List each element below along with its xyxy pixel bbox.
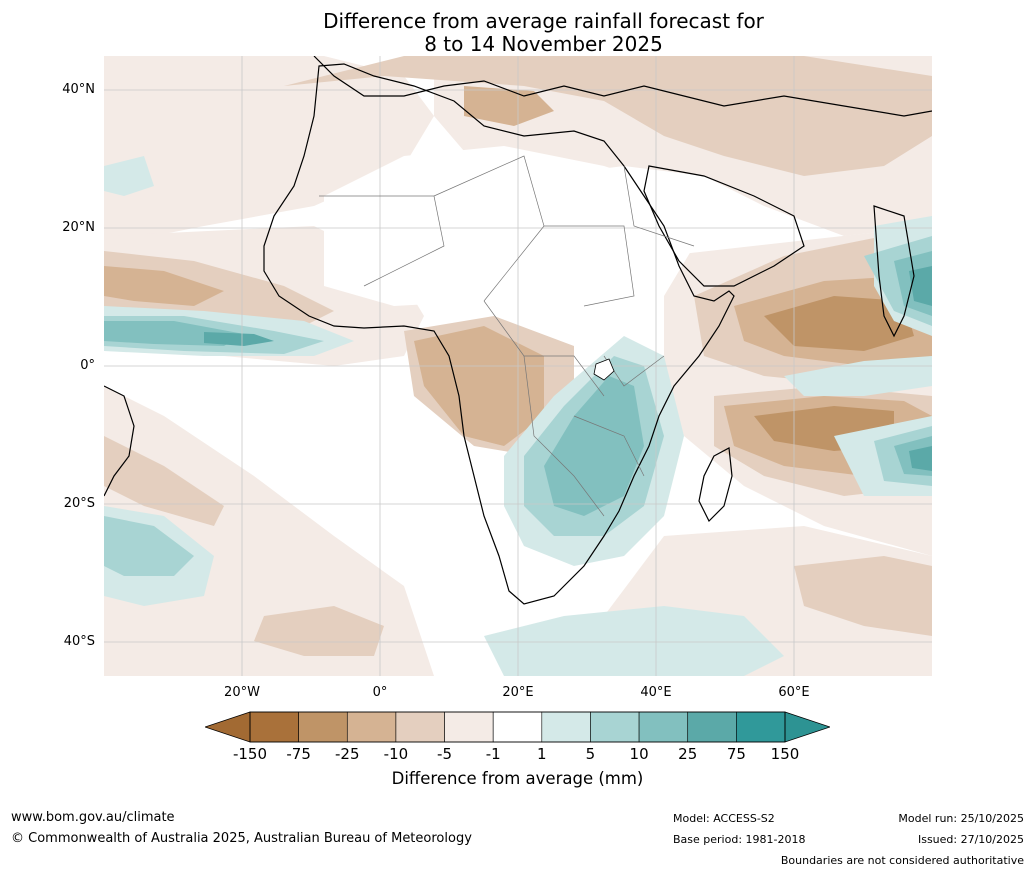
lat-label-40s: 40°S xyxy=(63,634,95,649)
colorbar-segment xyxy=(298,711,348,743)
map-title-line1: Difference from average rainfall forecas… xyxy=(323,9,764,33)
wet-peak-indian-20s xyxy=(909,446,932,471)
lat-label-20s: 20°S xyxy=(63,496,95,511)
colorbar-segment xyxy=(249,711,299,743)
colorbar-segment xyxy=(346,711,397,743)
dry-zone-south-indian-35s xyxy=(794,556,932,636)
dry-zone-med xyxy=(284,56,932,176)
footer-model: Model: ACCESS-S2 xyxy=(673,812,775,825)
colorbar-extend-high xyxy=(784,711,830,743)
wet-peak-gulf-guinea xyxy=(204,332,274,346)
colorbar-segment xyxy=(444,711,494,743)
graticule xyxy=(104,56,932,676)
wet-peak-indian-east xyxy=(909,266,932,306)
footer-model-run: Model run: 25/10/2025 xyxy=(898,812,1024,825)
rainfall-anomaly-map xyxy=(104,56,932,676)
colorbar-segment xyxy=(736,711,786,743)
wet-zone-south-45s xyxy=(484,606,784,676)
coastlines xyxy=(104,56,932,605)
colorbar-tick-label: 150 xyxy=(770,745,800,763)
footer-disclaimer: Boundaries are not considered authoritat… xyxy=(780,854,1024,867)
colorbar-frame xyxy=(249,711,786,743)
colorbar-extend-low xyxy=(205,711,251,743)
dry-core-med xyxy=(464,86,554,126)
colorbar-tick-label: -150 xyxy=(232,745,268,763)
arabia-coastline xyxy=(643,165,805,287)
colorbar-tick-label: -25 xyxy=(335,745,360,763)
europe-coastline xyxy=(313,56,932,117)
lon-label-60e: 60°E xyxy=(778,685,810,700)
colorbar-segment xyxy=(687,711,737,743)
wet-zone-north-atlantic xyxy=(104,156,154,196)
india-coastline xyxy=(873,205,915,338)
dry-zone-south-atlantic-20s xyxy=(104,436,224,526)
colorbar-tick-label: -5 xyxy=(437,745,453,763)
colorbar-tick-label: -1 xyxy=(485,745,501,763)
madagascar-coastline xyxy=(698,447,733,523)
footer-website[interactable]: www.bom.gov.au/climate xyxy=(11,810,175,825)
dry-core-atlantic xyxy=(104,266,224,306)
anomaly-shading xyxy=(104,56,932,676)
wet-core-south-east-africa xyxy=(544,376,644,516)
colorbar-label: Difference from average (mm) xyxy=(391,769,644,788)
map-title-line2: 8 to 14 November 2025 xyxy=(424,32,663,56)
colorbar xyxy=(205,711,830,743)
footer-copyright: © Commonwealth of Australia 2025, Austra… xyxy=(11,831,472,846)
colorbar-tick-label: 75 xyxy=(726,745,746,763)
colorbar-tick-label: 25 xyxy=(678,745,698,763)
footer-base-period: Base period: 1981-2018 xyxy=(673,833,806,846)
colorbar-tick-label: 1 xyxy=(537,745,547,763)
country-borders xyxy=(319,155,695,517)
colorbar-tick-label: 5 xyxy=(585,745,596,763)
lon-label-40e: 40°E xyxy=(640,685,672,700)
dry-zone-north-atlantic xyxy=(104,56,434,246)
africa-coastline xyxy=(263,63,735,605)
colorbar-tick-label: -75 xyxy=(286,745,311,763)
colorbar-tick-label: -10 xyxy=(383,745,409,763)
lake-victoria xyxy=(593,358,615,381)
colorbar-segment xyxy=(541,711,591,743)
dry-zone-atlantic-10n xyxy=(104,251,334,326)
dry-core-congo xyxy=(414,326,544,446)
colorbar-tick-label: 10 xyxy=(629,745,649,763)
dry-zone-south-atlantic-40s xyxy=(254,606,384,656)
wet-mid-south-atlantic xyxy=(104,516,194,576)
south-america-coastline xyxy=(104,385,135,497)
dry-peak-arabian-sea xyxy=(764,296,914,351)
footer-issued: Issued: 27/10/2025 xyxy=(917,833,1024,846)
lon-label-0: 0° xyxy=(372,685,388,700)
dry-zone-south-atlantic xyxy=(104,386,434,676)
sahara-neutral xyxy=(324,146,694,306)
colorbar-segment xyxy=(395,711,445,743)
colorbar-segment xyxy=(492,711,543,743)
lon-label-20w: 20°W xyxy=(224,685,260,700)
colorbar-segment xyxy=(590,711,640,743)
lat-label-40n: 40°N xyxy=(62,82,95,97)
lat-label-0: 0° xyxy=(80,358,95,373)
lon-label-20e: 20°E xyxy=(502,685,534,700)
colorbar-segment xyxy=(638,711,689,743)
lat-label-20n: 20°N xyxy=(62,220,95,235)
